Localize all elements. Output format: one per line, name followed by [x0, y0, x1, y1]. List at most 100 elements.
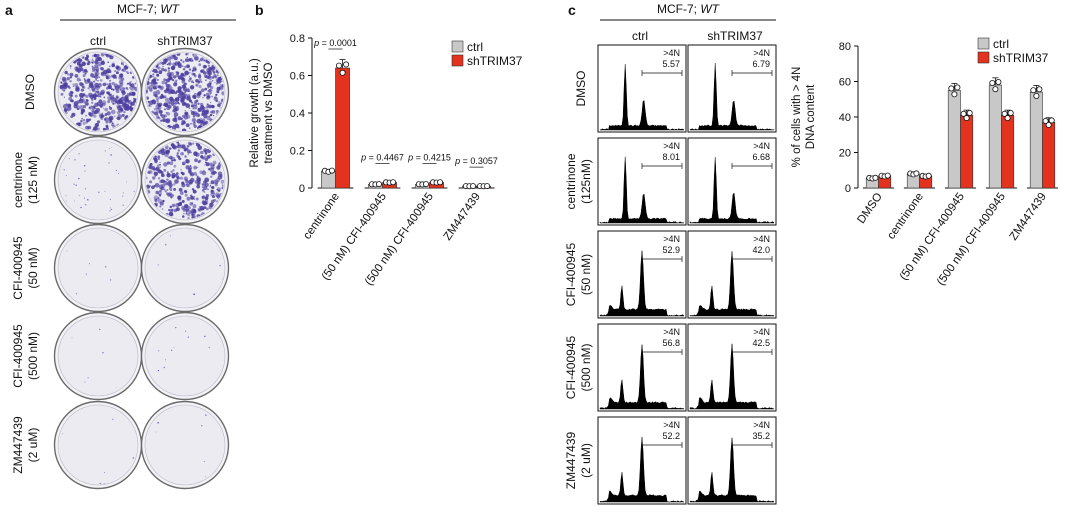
histogram-trace — [599, 344, 685, 410]
bar-ctrl — [988, 84, 1002, 189]
dna-histogram-shtrim37: >4N6.79 — [687, 44, 777, 133]
y-axis-label-line2: treatment vs DMSO — [263, 62, 275, 163]
dna-histogram-ctrl: >4N5.57 — [597, 44, 687, 133]
histogram-trace — [689, 343, 775, 410]
data-point — [1045, 122, 1052, 129]
gate-percentage: 52.9 — [662, 245, 680, 255]
data-point — [963, 115, 970, 122]
panel-c-col-shtrim37: shTRIM37 — [707, 29, 763, 43]
data-point — [913, 170, 920, 177]
data-point — [1042, 118, 1049, 125]
plate-row-label-line2: (500 nM) — [26, 332, 40, 380]
gate-label: >4N — [753, 420, 770, 430]
panel-a-col-shtrim37: shTRIM37 — [157, 34, 213, 48]
colony-spots — [146, 53, 224, 131]
bar-shtrim37 — [1001, 114, 1015, 189]
x-tick-label: ZM447439 — [1008, 191, 1049, 243]
legend-swatch-ctrl — [977, 37, 990, 50]
data-point — [992, 86, 999, 93]
data-point — [1048, 117, 1055, 124]
plate-row-label-line1: CFI-400945 — [11, 236, 25, 300]
colony-spots — [59, 53, 137, 131]
colony-plate-ctrl — [53, 311, 143, 401]
plate-well — [57, 139, 139, 221]
data-point — [951, 91, 958, 98]
y-axis-label-line2: DNA content — [805, 84, 817, 149]
panel-c: c MCF-7; WT ctrl shTRIM37 >4N5.57>4N6.79… — [564, 2, 1059, 505]
gate-percentage: 42.5 — [752, 338, 770, 348]
x-tick-label: DMSO — [855, 191, 885, 226]
histogram-row-label-line1: ZM447439 — [564, 431, 578, 489]
y-axis-label-line1: Relative growth (a.u.) — [249, 58, 261, 167]
p-value-label: p = 0.0001 — [313, 38, 357, 48]
panel-a-col-ctrl: ctrl — [90, 34, 106, 48]
panel-b: b 0 0.2 0.4 0.6 0.8 Relative growth (a.u.) tre… — [249, 2, 523, 288]
histogram-trace — [689, 63, 775, 131]
data-point — [925, 172, 932, 179]
p-value-label: p = 0.3057 — [454, 156, 498, 166]
y-tick-label: 40 — [839, 112, 851, 124]
colony-plate-ctrl — [53, 135, 143, 225]
histogram-row-label-line1: CFI-400945 — [564, 242, 578, 306]
gate-percentage: 6.79 — [752, 59, 770, 69]
legend-label-ctrl: ctrl — [993, 37, 1009, 51]
y-tick-label: 80 — [839, 41, 851, 53]
gate-percentage: 35.2 — [752, 431, 770, 441]
histogram-trace — [599, 250, 685, 317]
gate-label: >4N — [753, 234, 770, 244]
bar-shtrim37 — [960, 114, 974, 189]
colony-plate-ctrl — [53, 47, 143, 137]
histogram-trace — [689, 437, 775, 503]
legend-swatch-ctrl — [451, 40, 464, 53]
colony-spots — [66, 250, 112, 295]
gate-label: >4N — [753, 327, 770, 337]
data-point — [422, 181, 429, 188]
bar-shtrim37 — [335, 67, 350, 189]
data-point — [1004, 115, 1011, 122]
plate-row-label-line1: DMSO — [23, 74, 37, 110]
data-point — [1033, 93, 1040, 100]
y-tick-label: 60 — [839, 77, 851, 89]
bar-shtrim37 — [1042, 122, 1056, 189]
histogram-row-label-line2: (50 nM) — [579, 254, 593, 295]
colony-plate-ctrl — [53, 400, 143, 490]
gate-percentage: 56.8 — [662, 338, 680, 348]
legend-label-shtrim37: shTRIM37 — [467, 54, 523, 68]
plate-well — [57, 315, 139, 397]
data-point — [960, 110, 967, 117]
panel-c-header: MCF-7; WT — [657, 2, 721, 16]
data-point — [948, 85, 955, 92]
colony-spots — [63, 147, 135, 212]
histogram-trace — [599, 437, 685, 503]
plate-well — [57, 227, 139, 309]
data-point — [339, 69, 346, 76]
y-tick-label: 0.4 — [290, 108, 305, 120]
y-tick-label: 0.6 — [290, 71, 305, 83]
p-value-label: p = 0.4467 — [360, 152, 404, 162]
plate-well — [144, 315, 226, 397]
data-point — [995, 79, 1002, 86]
data-point — [1001, 110, 1008, 117]
histogram-row-label-line2: (125nM) — [579, 159, 593, 204]
panel-b-letter: b — [255, 2, 264, 18]
plate-row-label-line1: ZM447439 — [11, 416, 25, 474]
y-tick-label: 0.8 — [290, 33, 305, 45]
panel-c-col-ctrl: ctrl — [632, 29, 648, 43]
data-point — [989, 80, 996, 87]
bar-ctrl — [947, 90, 961, 189]
colony-spots — [157, 326, 210, 372]
histogram-row-label-line2: (500 nM) — [579, 343, 593, 391]
gate-label: >4N — [663, 234, 680, 244]
data-point — [437, 179, 444, 186]
histogram-row-label-line1: DMSO — [574, 71, 588, 107]
p-value-label: p = 0.4215 — [407, 152, 451, 162]
colony-spots — [155, 414, 207, 477]
colony-plate-shtrim37 — [140, 135, 230, 225]
colony-spots — [71, 328, 117, 388]
colony-plate-shtrim37 — [140, 47, 230, 137]
histogram-trace — [599, 156, 685, 224]
